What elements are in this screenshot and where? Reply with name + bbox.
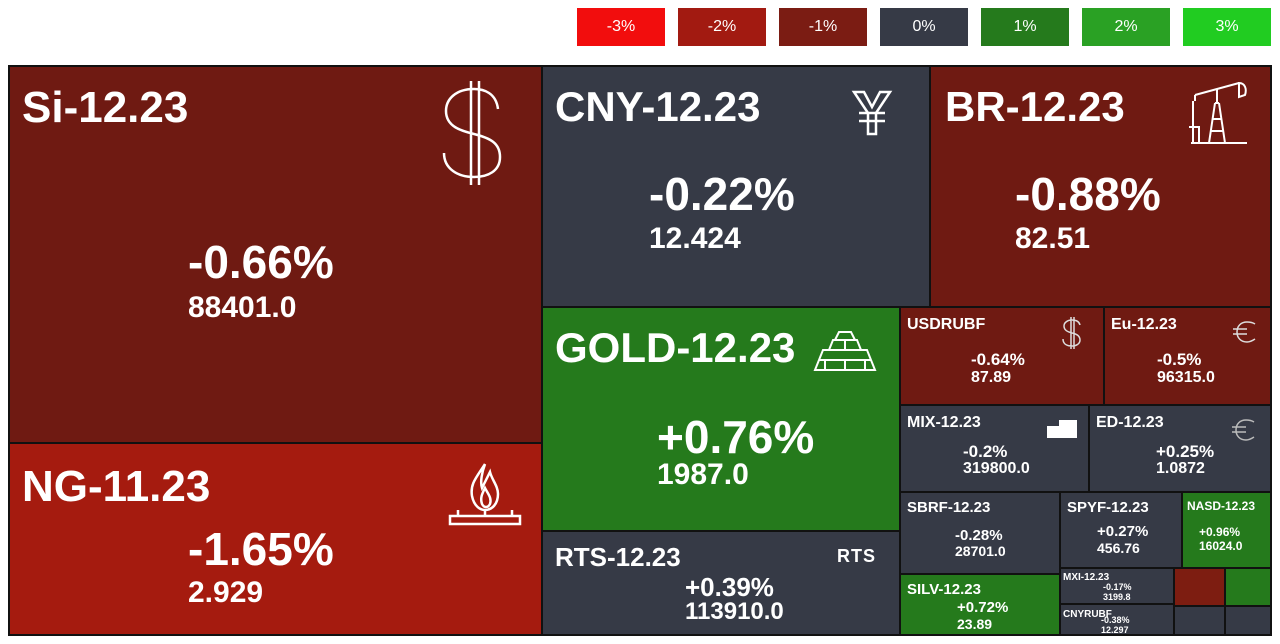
tile-change: -0.22% (649, 168, 795, 220)
dollar-icon (1061, 316, 1083, 355)
tile-spyf[interactable]: SPYF-12.23 +0.27% 456.76 (1059, 491, 1183, 569)
tile-unlabeled[interactable] (1173, 567, 1226, 607)
tile-si[interactable]: Si-12.23 -0.66% 88401.0 (8, 65, 543, 444)
tile-price: 113910.0 (685, 598, 784, 625)
legend-plus-3: 3% (1183, 8, 1271, 46)
tile-price: 1.0872 (1156, 460, 1205, 477)
tile-price: 2.929 (188, 576, 264, 609)
heatmap: Si-12.23 -0.66% 88401.0 NG-11.23 -1.65% … (8, 65, 1272, 636)
tile-name: Si-12.23 (22, 83, 189, 132)
tile-change: +0.27% (1097, 523, 1149, 540)
flag-icon (1047, 420, 1077, 443)
yen-icon (851, 89, 893, 142)
tile-name: USDRUBF (907, 316, 986, 333)
tile-usdrubf[interactable]: USDRUBF -0.64% 87.89 (899, 306, 1105, 406)
tile-change: -0.88% (1015, 168, 1161, 220)
legend-zero: 0% (880, 8, 968, 46)
tile-price: 23.89 (957, 616, 993, 632)
tile-price: 456.76 (1097, 540, 1140, 556)
tile-price: 12.297 (1101, 625, 1129, 635)
tile-price: 28701.0 (955, 543, 1006, 559)
oil-pump-icon (1185, 75, 1251, 152)
tile-ed[interactable]: ED-12.23 +0.25% 1.0872 (1088, 404, 1272, 493)
legend-plus-1: 1% (981, 8, 1069, 46)
tile-price: 82.51 (1015, 222, 1091, 255)
tile-name: MXI-12.23 (1063, 572, 1110, 583)
tile-change: -1.65% (188, 523, 334, 575)
tile-unlabeled[interactable] (1173, 605, 1226, 636)
tile-name: BR-12.23 (945, 83, 1125, 130)
tile-change: -0.5% (1157, 350, 1202, 369)
legend-minus-3: -3% (577, 8, 665, 46)
tile-mxi[interactable]: MXI-12.23 -0.17% 3199.8 (1059, 567, 1175, 605)
tile-eu[interactable]: Eu-12.23 -0.5% 96315.0 (1103, 306, 1272, 406)
tile-price: 12.424 (649, 222, 741, 255)
tile-name: ED-12.23 (1096, 414, 1164, 431)
tile-name: SPYF-12.23 (1067, 499, 1149, 516)
rts-logo-icon: RTS (837, 546, 876, 566)
tile-price: 96315.0 (1157, 369, 1215, 386)
tile-name: SBRF-12.23 (907, 499, 991, 516)
legend-plus-2: 2% (1082, 8, 1170, 46)
tile-change: +0.25% (1156, 442, 1215, 461)
euro-icon (1230, 418, 1256, 447)
tile-change: -0.2% (963, 442, 1008, 461)
tile-price: 87.89 (971, 369, 1012, 386)
tile-name: GOLD-12.23 (555, 324, 796, 371)
tile-name: CNYRUBF (1063, 609, 1112, 620)
dollar-icon (434, 79, 508, 192)
gold-bars-icon (813, 328, 877, 377)
tile-change: +0.96% (1199, 525, 1241, 539)
tile-name: MIX-12.23 (907, 414, 981, 431)
tile-ng[interactable]: NG-11.23 -1.65% 2.929 (8, 442, 543, 636)
tile-change: -0.64% (971, 350, 1025, 369)
tile-unlabeled[interactable] (1224, 567, 1272, 607)
tile-name: NG-11.23 (22, 462, 211, 511)
tile-gold[interactable]: GOLD-12.23 +0.76% 1987.0 (541, 306, 901, 532)
euro-icon (1231, 320, 1257, 349)
tile-change: +0.39% (685, 572, 774, 602)
tile-rts[interactable]: RTS-12.23 +0.39% 113910.0 RTS (541, 530, 901, 636)
tile-change: +0.72% (957, 599, 1009, 616)
tile-price: 88401.0 (188, 291, 297, 324)
tile-change: -0.17% (1103, 582, 1132, 592)
tile-price: 319800.0 (963, 460, 1030, 477)
tile-change: -0.28% (955, 527, 1003, 544)
tile-unlabeled[interactable] (1224, 605, 1272, 636)
tile-name: NASD-12.23 (1187, 499, 1256, 513)
tile-change: +0.76% (657, 411, 815, 463)
legend-minus-2: -2% (678, 8, 766, 46)
tile-name: RTS-12.23 (555, 542, 681, 572)
legend-minus-1: -1% (779, 8, 867, 46)
tile-nasd[interactable]: NASD-12.23 +0.96% 16024.0 (1181, 491, 1272, 569)
tile-price: 16024.0 (1199, 539, 1243, 553)
tile-cny[interactable]: CNY-12.23 -0.22% 12.424 (541, 65, 931, 308)
tile-silv[interactable]: SILV-12.23 +0.72% 23.89 (899, 573, 1061, 636)
tile-price: 3199.8 (1103, 592, 1131, 602)
tile-change: -0.38% (1101, 615, 1130, 625)
tile-sbrf[interactable]: SBRF-12.23 -0.28% 28701.0 (899, 491, 1061, 575)
tile-name: CNY-12.23 (555, 83, 761, 130)
tile-cnyrubf[interactable]: CNYRUBF -0.38% 12.297 (1059, 603, 1175, 636)
tile-name: Eu-12.23 (1111, 316, 1177, 333)
tile-name: SILV-12.23 (907, 581, 981, 598)
tile-br[interactable]: BR-12.23 -0.88% 82.51 (929, 65, 1272, 308)
tile-mix[interactable]: MIX-12.23 -0.2% 319800.0 (899, 404, 1090, 493)
tile-change: -0.66% (188, 236, 334, 288)
tile-price: 1987.0 (657, 458, 749, 491)
gas-flame-icon (446, 460, 524, 535)
